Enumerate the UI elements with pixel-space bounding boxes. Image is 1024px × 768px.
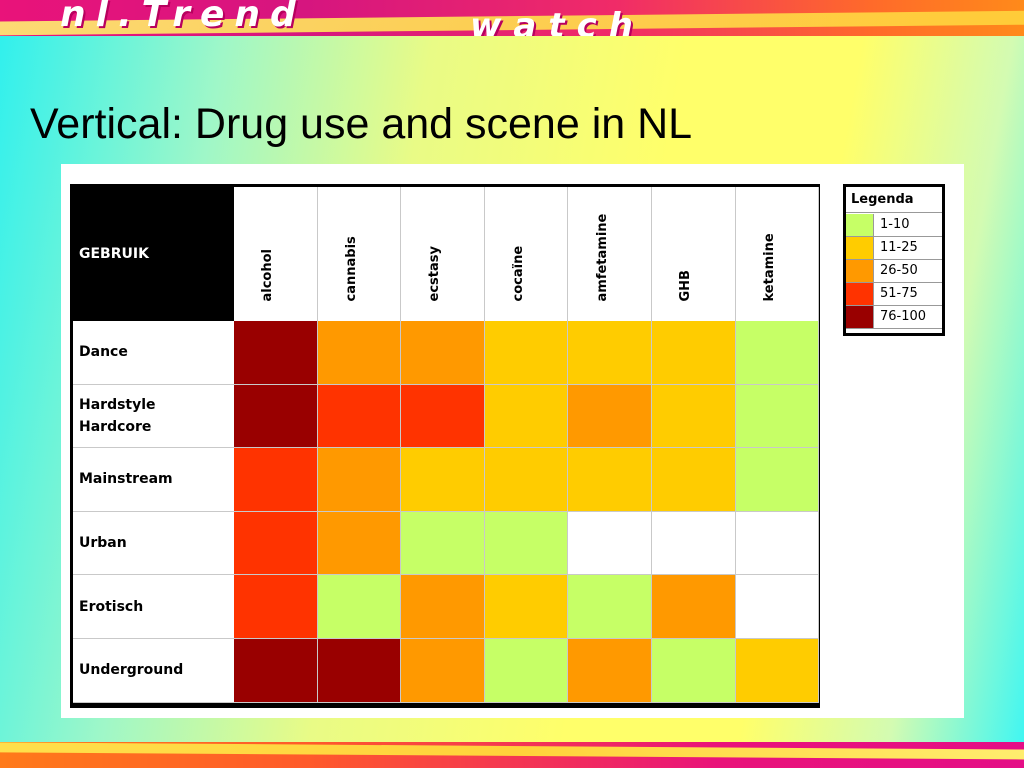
column-header: cannabis	[317, 187, 402, 321]
heatmap-cell	[317, 448, 402, 512]
heatmap-cell	[234, 575, 318, 639]
heatmap-cell	[234, 321, 318, 385]
heatmap-cell	[735, 575, 820, 639]
heatmap-cell	[401, 511, 485, 576]
legend-entry: 76-100	[846, 306, 942, 329]
legend-swatch	[846, 306, 874, 328]
column-header-label: cannabis	[343, 236, 359, 302]
heatmap-cell	[317, 639, 402, 703]
legend-entry: 1-10	[846, 214, 942, 237]
legend-entry: 26-50	[846, 260, 942, 283]
heatmap-cell	[652, 575, 736, 639]
row-header: Dance	[73, 321, 234, 385]
row-header: Underground	[73, 639, 234, 703]
heatmap-cell	[652, 384, 736, 449]
slide-title: Vertical: Drug use and scene in NL	[30, 100, 693, 148]
corner-label: GEBRUIK	[73, 187, 234, 321]
heatmap-cell	[484, 511, 569, 576]
heatmap-cell	[234, 639, 318, 703]
column-header-label: ecstasy	[427, 246, 443, 302]
column-header: GHB	[652, 187, 736, 321]
heatmap-cell	[735, 639, 820, 703]
legend-swatch	[846, 214, 874, 236]
bottom-swoosh	[0, 742, 1024, 761]
legend-label: 1-10	[880, 217, 910, 232]
column-header: ketamine	[735, 187, 820, 321]
heatmap-cell	[652, 511, 736, 576]
heatmap-cell	[568, 639, 652, 703]
heatmap-cell	[484, 384, 569, 449]
legend-label: 76-100	[880, 309, 927, 324]
heatmap-cell	[652, 448, 736, 512]
column-header: cocaïne	[484, 187, 569, 321]
heatmap-cell	[317, 384, 402, 449]
heatmap-cell	[484, 448, 569, 512]
legend-swatch	[846, 260, 874, 282]
legend-title: Legenda	[846, 187, 942, 213]
heatmap-cell	[735, 448, 820, 512]
heatmap-cell	[401, 448, 485, 512]
heatmap-cell	[234, 384, 318, 449]
column-header: ecstasy	[401, 187, 485, 321]
heatmap-cell	[317, 321, 402, 385]
column-header-label: amfetamine	[594, 213, 610, 302]
heatmap-cell	[735, 321, 820, 385]
column-header-label: GHB	[678, 270, 694, 302]
heatmap-cell	[317, 575, 402, 639]
heatmap-cell	[568, 384, 652, 449]
row-header: Hardstyle Hardcore	[73, 384, 234, 449]
heatmap-cell	[484, 321, 569, 385]
legend-entry: 51-75	[846, 283, 942, 306]
heatmap-cell	[568, 511, 652, 576]
heatmap-cell	[735, 384, 820, 449]
legend-label: 51-75	[880, 286, 918, 301]
legend-swatch	[846, 237, 874, 259]
legend-swatch	[846, 283, 874, 305]
heatmap-cell	[568, 448, 652, 512]
heatmap-cell	[234, 448, 318, 512]
logo-text-line1: nl.Trend	[60, 0, 306, 35]
row-header: Urban	[73, 511, 234, 576]
top-banner: nl.Trend watch	[0, 0, 1024, 36]
heatmap-cell	[568, 321, 652, 385]
heatmap-cell	[652, 321, 736, 385]
column-header: amfetamine	[568, 187, 652, 321]
column-header-label: cocaïne	[511, 245, 527, 302]
heatmap-cell	[234, 511, 318, 576]
column-header: alcohol	[234, 187, 318, 321]
row-header: Mainstream	[73, 448, 234, 512]
legend-label: 26-50	[880, 263, 918, 278]
legend-label: 11-25	[880, 240, 918, 255]
heatmap-cell	[401, 321, 485, 385]
bottom-banner	[0, 742, 1024, 768]
heatmap-cell	[317, 511, 402, 576]
heatmap-cell	[484, 575, 569, 639]
logo-text-line2: watch	[470, 6, 645, 36]
heatmap-cell	[652, 639, 736, 703]
heatmap-cell	[484, 639, 569, 703]
legend: Legenda 1-10 11-25 26-50 51-75 76-100	[843, 184, 945, 336]
row-header: Erotisch	[73, 575, 234, 639]
column-header-label: alcohol	[260, 248, 276, 302]
legend-entry: 11-25	[846, 237, 942, 260]
heatmap-cell	[401, 384, 485, 449]
heatmap-cell	[401, 639, 485, 703]
heatmap-cell	[401, 575, 485, 639]
heatmap-cell	[568, 575, 652, 639]
column-header-label: ketamine	[761, 233, 777, 302]
heatmap-cell	[735, 511, 820, 576]
